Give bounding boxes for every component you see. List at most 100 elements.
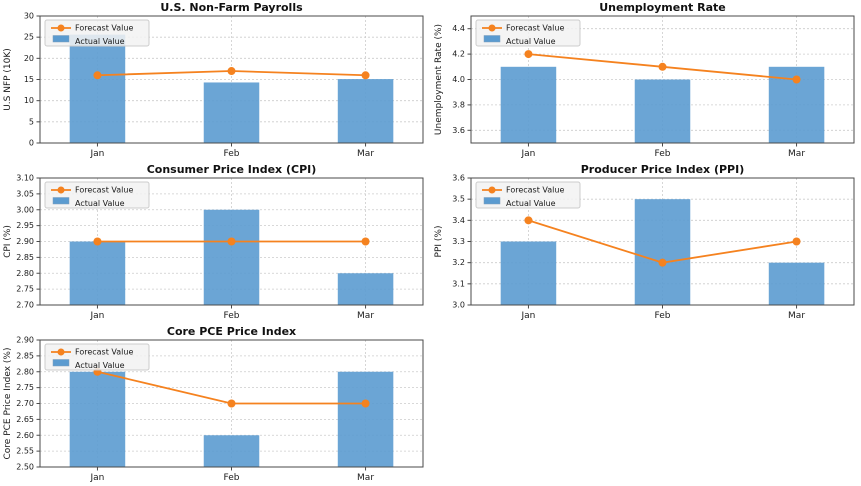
plot-area: 3.6 3.8 4.0 4.2 4.4 Jan Feb Mar Unemployment Rat… bbox=[431, 0, 861, 162]
forecast-point bbox=[93, 237, 102, 246]
legend-forecast-label: Forecast Value bbox=[75, 186, 133, 195]
plot-area: 3.0 3.1 3.2 3.3 3.4 3.5 3.6 Jan Feb Mar PPI (%) For… bbox=[431, 162, 861, 324]
x-axis: Jan Feb Mar bbox=[521, 143, 805, 159]
y-axis-label: Core PCE Price Index (%) bbox=[3, 348, 13, 460]
y-axis-label: U.S NFP (10K) bbox=[3, 48, 13, 111]
y-axis: 2.70 2.75 2.80 2.85 2.90 2.95 3.00 3.05 3.10 bbox=[16, 174, 40, 310]
legend: Forecast Value Actual Value bbox=[475, 19, 581, 47]
x-tick-label: Feb bbox=[224, 311, 240, 321]
actual-value-bars bbox=[69, 209, 394, 305]
y-tick-label: 3.3 bbox=[452, 237, 465, 246]
plot-area: 0 5 10 15 20 25 30 Jan Feb Mar U.S NFP (10K) Foreca… bbox=[0, 0, 430, 162]
y-tick-label: 10 bbox=[24, 96, 34, 105]
y-tick-label: 0 bbox=[29, 139, 34, 148]
actual-value-bars bbox=[69, 371, 394, 467]
y-tick-label: 4.2 bbox=[452, 50, 465, 59]
bar bbox=[634, 79, 691, 143]
legend-forecast-label: Forecast Value bbox=[75, 348, 133, 357]
chart-title: Core PCE Price Index bbox=[166, 325, 297, 338]
bar bbox=[500, 66, 557, 143]
y-axis: 2.50 2.55 2.60 2.65 2.70 2.75 2.80 2.85 2.90 bbox=[16, 336, 40, 472]
legend: Forecast Value Actual Value bbox=[44, 181, 150, 209]
y-tick-label: 3.4 bbox=[452, 216, 465, 225]
y-tick-label: 4.4 bbox=[452, 24, 465, 33]
x-axis: Jan Feb Mar bbox=[90, 143, 374, 159]
legend: Forecast Value Actual Value bbox=[44, 19, 150, 47]
chart-title: Producer Price Index (PPI) bbox=[580, 163, 745, 176]
y-tick-label: 2.95 bbox=[16, 221, 34, 230]
actual-value-bars bbox=[500, 66, 825, 143]
chart-cpi: Consumer Price Index (CPI) 2.70 2.75 2.80 2… bbox=[0, 162, 430, 324]
legend-actual-label: Actual Value bbox=[506, 199, 556, 208]
x-tick-label: Jan bbox=[90, 311, 105, 321]
x-tick-label: Feb bbox=[655, 311, 671, 321]
forecast-point bbox=[227, 399, 236, 408]
y-tick-label: 3.1 bbox=[452, 279, 465, 288]
forecast-point bbox=[524, 50, 533, 59]
y-tick-label: 2.60 bbox=[16, 431, 34, 440]
legend-forecast-label: Forecast Value bbox=[75, 24, 133, 33]
x-tick-label: Feb bbox=[224, 149, 240, 159]
bar bbox=[203, 82, 260, 143]
x-tick-label: Feb bbox=[655, 149, 671, 159]
forecast-line bbox=[524, 50, 801, 84]
legend-actual-label: Actual Value bbox=[75, 199, 125, 208]
forecast-point bbox=[361, 399, 370, 408]
y-axis: 3.0 3.1 3.2 3.3 3.4 3.5 3.6 bbox=[452, 174, 471, 310]
y-tick-label: 2.70 bbox=[16, 301, 34, 310]
y-tick-label: 2.85 bbox=[16, 253, 34, 262]
y-tick-label: 20 bbox=[24, 54, 34, 63]
legend: Forecast Value Actual Value bbox=[475, 181, 581, 209]
x-tick-label: Mar bbox=[357, 311, 374, 321]
chart-canvas: 3.6 3.8 4.0 4.2 4.4 Jan Feb Mar Unemployment Rat… bbox=[434, 15, 855, 159]
actual-value-bars bbox=[69, 34, 394, 144]
y-tick-label: 3.05 bbox=[16, 189, 34, 198]
chart-core-pce: Core PCE Price Index 2.50 2.55 2.60 2.65 2.7… bbox=[0, 324, 430, 486]
forecast-point bbox=[227, 67, 236, 76]
forecast-line bbox=[93, 367, 370, 408]
forecast-line bbox=[93, 237, 370, 246]
chart-nonfarm-payrolls: U.S. Non-Farm Payrolls 0 5 10 15 20 25 30 Jan Fe… bbox=[0, 0, 430, 162]
x-axis: Jan Feb Mar bbox=[90, 467, 374, 483]
legend-actual-swatch bbox=[52, 197, 70, 205]
x-axis: Jan Feb Mar bbox=[90, 305, 374, 321]
legend-actual-swatch bbox=[483, 197, 501, 205]
bar bbox=[337, 371, 394, 467]
chart-unemployment-rate: Unemployment Rate 3.6 3.8 4.0 4.2 4.4 Jan Feb M… bbox=[431, 0, 861, 162]
y-tick-label: 3.6 bbox=[452, 174, 465, 183]
bar bbox=[69, 371, 126, 467]
chart-canvas: 3.0 3.1 3.2 3.3 3.4 3.5 3.6 Jan Feb Mar PPI (%) For… bbox=[434, 174, 855, 321]
x-tick-label: Mar bbox=[788, 149, 805, 159]
x-axis: Jan Feb Mar bbox=[521, 305, 805, 321]
legend-actual-label: Actual Value bbox=[506, 37, 556, 46]
legend-forecast-label: Forecast Value bbox=[506, 186, 564, 195]
y-axis-label: Unemployment Rate (%) bbox=[434, 24, 444, 135]
chart-title: U.S. Non-Farm Payrolls bbox=[160, 1, 303, 14]
forecast-point bbox=[658, 62, 667, 71]
forecast-point bbox=[792, 75, 801, 84]
y-tick-label: 2.55 bbox=[16, 447, 34, 456]
y-tick-label: 15 bbox=[24, 75, 34, 84]
bar bbox=[337, 79, 394, 143]
bar bbox=[69, 34, 126, 144]
legend-actual-swatch bbox=[52, 359, 70, 367]
y-tick-label: 3.0 bbox=[452, 301, 465, 310]
legend-actual-swatch bbox=[483, 35, 501, 43]
y-tick-label: 3.00 bbox=[16, 205, 34, 214]
y-tick-label: 30 bbox=[24, 12, 34, 21]
actual-value-bars bbox=[500, 199, 825, 305]
chart-ppi: Producer Price Index (PPI) 3.0 3.1 3.2 3.3 3… bbox=[431, 162, 861, 324]
plot-area: 2.50 2.55 2.60 2.65 2.70 2.75 2.80 2.85 2.90 Jan F… bbox=[0, 324, 430, 486]
y-tick-label: 3.6 bbox=[452, 126, 465, 135]
x-tick-label: Mar bbox=[357, 473, 374, 483]
bar bbox=[337, 273, 394, 305]
y-tick-label: 3.2 bbox=[452, 258, 465, 267]
forecast-point bbox=[93, 71, 102, 80]
y-axis-label: PPI (%) bbox=[434, 226, 444, 258]
forecast-point bbox=[524, 216, 533, 225]
chart-canvas: 0 5 10 15 20 25 30 Jan Feb Mar U.S NFP (10K) Foreca… bbox=[3, 12, 424, 159]
bar bbox=[69, 241, 126, 305]
legend: Forecast Value Actual Value bbox=[44, 343, 150, 371]
y-tick-label: 2.75 bbox=[16, 383, 34, 392]
